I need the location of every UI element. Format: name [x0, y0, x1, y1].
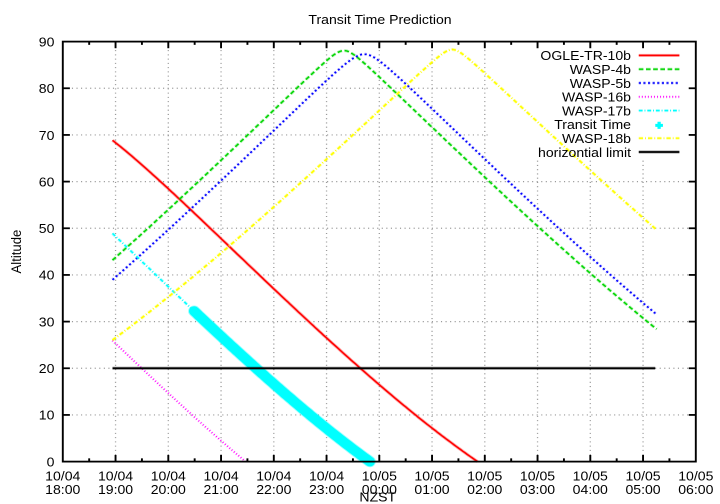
- svg-text:10/04: 10/04: [98, 469, 134, 483]
- svg-text:10/05: 10/05: [678, 469, 713, 483]
- svg-text:horizontial limit: horizontial limit: [538, 145, 631, 159]
- svg-text:10/04: 10/04: [256, 469, 292, 483]
- svg-text:10/05: 10/05: [362, 469, 397, 483]
- svg-text:03:00: 03:00: [520, 482, 556, 496]
- svg-text:23:00: 23:00: [309, 482, 345, 496]
- svg-text:Altitude: Altitude: [9, 230, 25, 274]
- svg-text:OGLE-TR-10b: OGLE-TR-10b: [540, 49, 631, 63]
- svg-text:05:00: 05:00: [625, 482, 661, 496]
- svg-text:10/05: 10/05: [467, 469, 502, 483]
- svg-text:NZST: NZST: [359, 490, 396, 504]
- svg-text:WASP-4b: WASP-4b: [570, 62, 631, 76]
- svg-text:Transit Time Prediction: Transit Time Prediction: [308, 12, 451, 26]
- svg-text:10/04: 10/04: [45, 469, 81, 483]
- svg-text:0: 0: [47, 455, 55, 469]
- svg-text:90: 90: [39, 35, 55, 49]
- svg-text:10/05: 10/05: [573, 469, 608, 483]
- svg-text:10/05: 10/05: [414, 469, 449, 483]
- svg-text:20: 20: [39, 361, 55, 375]
- svg-text:10/04: 10/04: [309, 469, 345, 483]
- svg-text:02:00: 02:00: [467, 482, 503, 496]
- svg-text:WASP-18b: WASP-18b: [562, 131, 631, 145]
- svg-text:80: 80: [39, 81, 55, 95]
- svg-text:01:00: 01:00: [414, 482, 450, 496]
- svg-text:WASP-17b: WASP-17b: [562, 104, 631, 118]
- svg-text:10/05: 10/05: [625, 469, 660, 483]
- svg-text:10: 10: [39, 408, 55, 422]
- svg-text:18:00: 18:00: [45, 482, 81, 496]
- svg-text:22:00: 22:00: [256, 482, 292, 496]
- svg-text:WASP-5b: WASP-5b: [570, 76, 631, 90]
- svg-text:30: 30: [39, 315, 55, 329]
- svg-text:Transit Time: Transit Time: [554, 118, 631, 132]
- svg-text:70: 70: [39, 128, 55, 142]
- svg-text:10/04: 10/04: [203, 469, 239, 483]
- svg-text:04:00: 04:00: [573, 482, 609, 496]
- svg-text:20:00: 20:00: [151, 482, 187, 496]
- svg-text:00:00: 00:00: [362, 482, 398, 496]
- svg-text:60: 60: [39, 175, 55, 189]
- svg-text:10/04: 10/04: [151, 469, 187, 483]
- svg-text:WASP-16b: WASP-16b: [562, 90, 631, 104]
- svg-text:19:00: 19:00: [98, 482, 134, 496]
- svg-text:06:00: 06:00: [678, 482, 714, 496]
- svg-text:50: 50: [39, 221, 55, 235]
- svg-text:40: 40: [39, 268, 55, 282]
- svg-text:21:00: 21:00: [203, 482, 239, 496]
- svg-text:10/05: 10/05: [520, 469, 555, 483]
